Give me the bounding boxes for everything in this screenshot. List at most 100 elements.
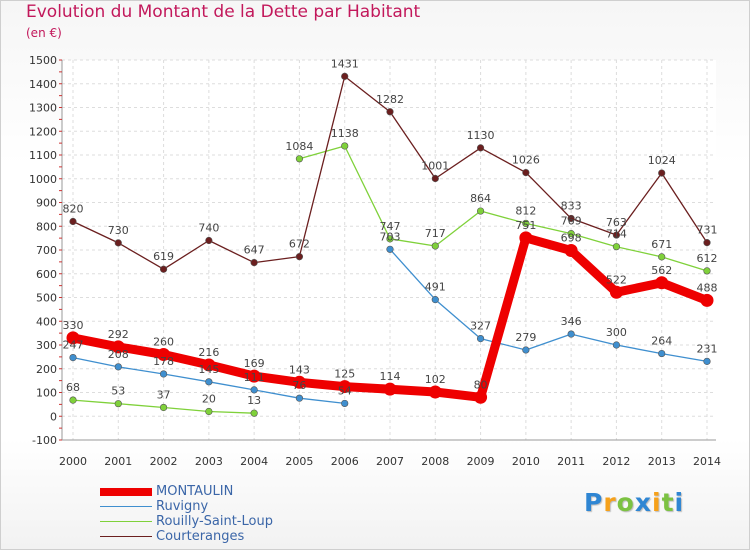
x-tick-label: 2009 <box>467 455 495 468</box>
proxiti-logo: Proxiti <box>584 488 684 517</box>
data-label: 717 <box>425 227 446 240</box>
data-label: 491 <box>425 281 446 294</box>
data-label: 751 <box>515 219 536 232</box>
data-label: 820 <box>63 203 84 216</box>
data-point <box>567 230 575 238</box>
data-label: 671 <box>651 238 672 251</box>
data-label: 1431 <box>331 57 359 70</box>
data-point <box>658 253 666 261</box>
data-point <box>202 358 216 372</box>
x-tick-label: 2001 <box>104 455 132 468</box>
data-point <box>66 331 80 345</box>
data-point <box>386 235 394 243</box>
data-label: 864 <box>470 192 491 205</box>
legend-swatch-courteranges <box>100 536 152 537</box>
data-point <box>476 334 485 343</box>
data-label: 169 <box>244 357 265 370</box>
data-label: 216 <box>198 346 219 359</box>
data-point <box>292 375 306 389</box>
data-label: 703 <box>380 230 401 243</box>
y-tick-label: 0 <box>50 410 57 423</box>
data-label: 54 <box>338 384 352 397</box>
data-point <box>431 242 439 250</box>
legend-swatch-rouilly-saint-loup <box>100 521 152 522</box>
data-label: 562 <box>651 264 672 277</box>
x-tick-label: 2005 <box>285 455 313 468</box>
y-tick-label: 800 <box>36 220 57 233</box>
data-point <box>247 369 261 383</box>
data-label: 731 <box>697 224 718 237</box>
data-label: 330 <box>63 319 84 332</box>
logo-letter: x <box>634 488 652 517</box>
logo-letter: P <box>584 488 604 517</box>
x-tick-label: 2002 <box>150 455 178 468</box>
data-point <box>250 409 258 417</box>
data-point <box>159 370 168 378</box>
data-point <box>700 293 714 307</box>
logo-letter: o <box>616 488 635 517</box>
data-label: 260 <box>153 336 174 349</box>
data-label: 1001 <box>421 160 449 173</box>
chart-title: Evolution du Montant de la Dette par Hab… <box>26 2 421 22</box>
data-label: 76 <box>292 379 306 392</box>
data-label: 13 <box>247 394 261 407</box>
data-point <box>383 382 397 396</box>
chart-subtitle: (en €) <box>26 26 62 40</box>
x-tick-label: 2008 <box>421 455 449 468</box>
data-point <box>474 390 488 404</box>
data-point <box>476 207 485 215</box>
x-tick-label: 2010 <box>512 455 540 468</box>
y-tick-label: 1200 <box>29 125 57 138</box>
data-point <box>428 385 442 399</box>
logo-letter: r <box>603 488 617 517</box>
logo-letter: t <box>661 488 675 517</box>
data-label: 740 <box>198 222 219 235</box>
data-label: 125 <box>334 368 355 381</box>
data-label: 1130 <box>467 129 495 142</box>
data-point <box>111 340 125 354</box>
x-tick-label: 2006 <box>331 455 359 468</box>
data-point <box>114 239 122 247</box>
data-point <box>341 399 349 408</box>
y-tick-label: 200 <box>36 363 57 376</box>
data-label: 1084 <box>285 140 313 153</box>
data-point <box>205 407 213 416</box>
y-tick-label: 100 <box>36 387 57 400</box>
legend-label-rouilly-saint-loup: Rouilly-Saint-Loup <box>156 514 273 529</box>
logo-letter: i <box>674 488 685 517</box>
data-label: 1024 <box>648 154 676 167</box>
data-point <box>114 363 122 371</box>
data-label: 208 <box>108 348 129 361</box>
data-point <box>159 403 168 412</box>
data-label: 672 <box>289 238 310 251</box>
data-label: 20 <box>202 393 216 406</box>
data-label: 114 <box>380 370 401 383</box>
data-point <box>703 267 711 275</box>
data-label: 1026 <box>512 154 540 167</box>
y-tick-label: 900 <box>36 197 57 210</box>
data-point <box>341 142 349 150</box>
data-label: 178 <box>153 355 174 368</box>
data-point <box>567 214 575 223</box>
data-point <box>431 174 439 183</box>
data-label: 488 <box>697 281 718 294</box>
y-tick-label: 700 <box>36 244 57 257</box>
x-tick-label: 2007 <box>376 455 404 468</box>
data-point <box>159 265 168 273</box>
data-label: 37 <box>157 388 171 401</box>
legend-item-montaulin: MONTAULIN <box>100 484 360 499</box>
x-tick-label: 2012 <box>602 455 630 468</box>
data-label: 53 <box>111 385 125 398</box>
data-point <box>157 348 171 361</box>
data-label: 80 <box>474 378 488 391</box>
data-point <box>295 155 304 163</box>
legend-swatch-montaulin <box>100 488 152 496</box>
data-label: 812 <box>515 204 536 217</box>
data-label: 145 <box>198 363 219 376</box>
data-point <box>658 169 666 177</box>
legend-label-courteranges: Courteranges <box>156 529 245 544</box>
data-point <box>655 276 669 290</box>
data-point <box>386 108 394 116</box>
legend: MONTAULIN Ruvigny Rouilly-Saint-Loup Cou… <box>100 484 360 544</box>
data-point <box>295 253 304 261</box>
